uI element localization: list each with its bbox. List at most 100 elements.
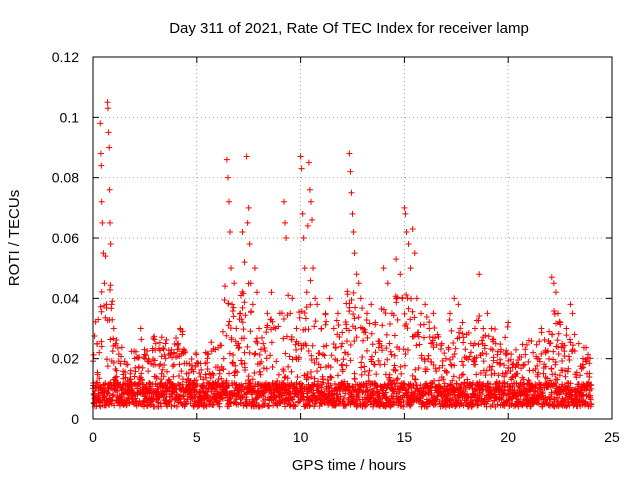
- data-point-noise: [109, 392, 116, 399]
- data-point: [127, 370, 134, 377]
- data-point: [559, 340, 566, 347]
- data-point-noise: [441, 380, 448, 387]
- data-point: [293, 325, 300, 332]
- data-point: [200, 394, 207, 401]
- data-point-noise: [384, 356, 391, 363]
- data-point: [548, 274, 555, 281]
- data-point: [285, 292, 292, 299]
- data-point-noise: [379, 322, 386, 329]
- data-point: [552, 289, 559, 296]
- data-point-noise: [293, 346, 300, 353]
- data-point-noise: [150, 387, 157, 394]
- data-point-noise: [138, 370, 145, 377]
- data-point: [368, 301, 375, 308]
- data-point-noise: [559, 381, 566, 388]
- plot-frame: [92, 56, 613, 420]
- data-point: [225, 198, 232, 205]
- data-point: [229, 301, 236, 308]
- data-point-noise: [311, 323, 318, 330]
- data-point: [318, 325, 325, 332]
- data-point-noise: [312, 318, 319, 325]
- data-point: [195, 397, 202, 404]
- data-point: [571, 331, 578, 338]
- data-point-noise: [368, 330, 375, 337]
- data-point-noise: [587, 355, 594, 362]
- data-point-noise: [381, 361, 388, 368]
- data-point-noise: [152, 340, 159, 347]
- data-point: [95, 316, 102, 323]
- data-point-noise: [466, 353, 473, 360]
- data-point: [359, 325, 366, 332]
- data-point-noise: [246, 349, 253, 356]
- data-point-noise: [219, 395, 226, 402]
- data-point-noise: [193, 351, 200, 358]
- data-point-noise: [473, 354, 480, 361]
- data-point-noise: [343, 338, 350, 345]
- data-point-noise: [110, 359, 117, 366]
- data-point-noise: [489, 363, 496, 370]
- data-point-noise: [124, 361, 131, 368]
- data-point: [247, 280, 254, 287]
- data-point-noise: [554, 343, 561, 350]
- axis-ticks: 0 5 10 15 20 25 0 0.02 0.04 0.06 0.08 0.1 0.12: [52, 49, 620, 445]
- data-point-noise: [391, 332, 398, 339]
- data-point-noise: [104, 363, 111, 370]
- data-point-noise: [409, 372, 416, 379]
- data-point-noise: [106, 390, 113, 397]
- data-point-noise: [373, 371, 380, 378]
- data-point-noise: [186, 360, 193, 367]
- data-point-noise: [403, 291, 410, 298]
- data-point-noise: [164, 368, 171, 375]
- data-point: [114, 379, 121, 386]
- data-point-noise: [257, 371, 264, 378]
- data-point: [513, 370, 520, 377]
- data-point-noise: [499, 370, 506, 377]
- data-point: [237, 310, 244, 317]
- data-point-noise: [450, 373, 457, 380]
- data-point-noise: [494, 401, 501, 408]
- data-point-noise: [90, 351, 97, 358]
- data-point-noise: [253, 338, 260, 345]
- data-point-noise: [234, 369, 241, 376]
- data-point-noise: [441, 350, 448, 357]
- data-point-noise: [259, 334, 266, 341]
- data-point-noise: [169, 363, 176, 370]
- data-point-noise: [269, 318, 276, 325]
- data-point: [104, 99, 111, 106]
- data-point-noise: [109, 316, 116, 323]
- data-point-noise: [573, 369, 580, 376]
- y-tick-label: 0.08: [52, 170, 79, 186]
- data-point-noise: [478, 337, 485, 344]
- data-point: [94, 340, 101, 347]
- data-point-noise: [358, 371, 365, 378]
- data-point-noise: [360, 337, 367, 344]
- data-point-noise: [334, 372, 341, 379]
- data-point-noise: [351, 315, 358, 322]
- data-point-noise: [473, 371, 480, 378]
- data-point: [299, 210, 306, 217]
- data-point-noise: [544, 375, 551, 382]
- data-point: [154, 385, 161, 392]
- data-point-noise: [93, 380, 100, 387]
- data-point: [135, 364, 142, 371]
- data-point: [334, 310, 341, 317]
- data-point-noise: [460, 371, 467, 378]
- data-point-noise: [258, 358, 265, 365]
- data-point: [305, 159, 312, 166]
- data-point-noise: [114, 344, 121, 351]
- data-point-noise: [296, 309, 303, 316]
- data-point-noise: [264, 322, 271, 329]
- data-point-noise: [383, 331, 390, 338]
- data-point-noise: [233, 396, 240, 403]
- data-point: [97, 150, 104, 157]
- data-point-noise: [122, 374, 129, 381]
- data-point: [228, 265, 235, 272]
- grid-lines: [93, 57, 612, 419]
- data-point-noise: [129, 385, 136, 392]
- data-point-noise: [132, 348, 139, 355]
- data-point-noise: [359, 305, 366, 312]
- data-point-noise: [418, 352, 425, 359]
- data-point-noise: [316, 350, 323, 357]
- data-point-noise: [412, 366, 419, 373]
- data-point: [137, 325, 144, 332]
